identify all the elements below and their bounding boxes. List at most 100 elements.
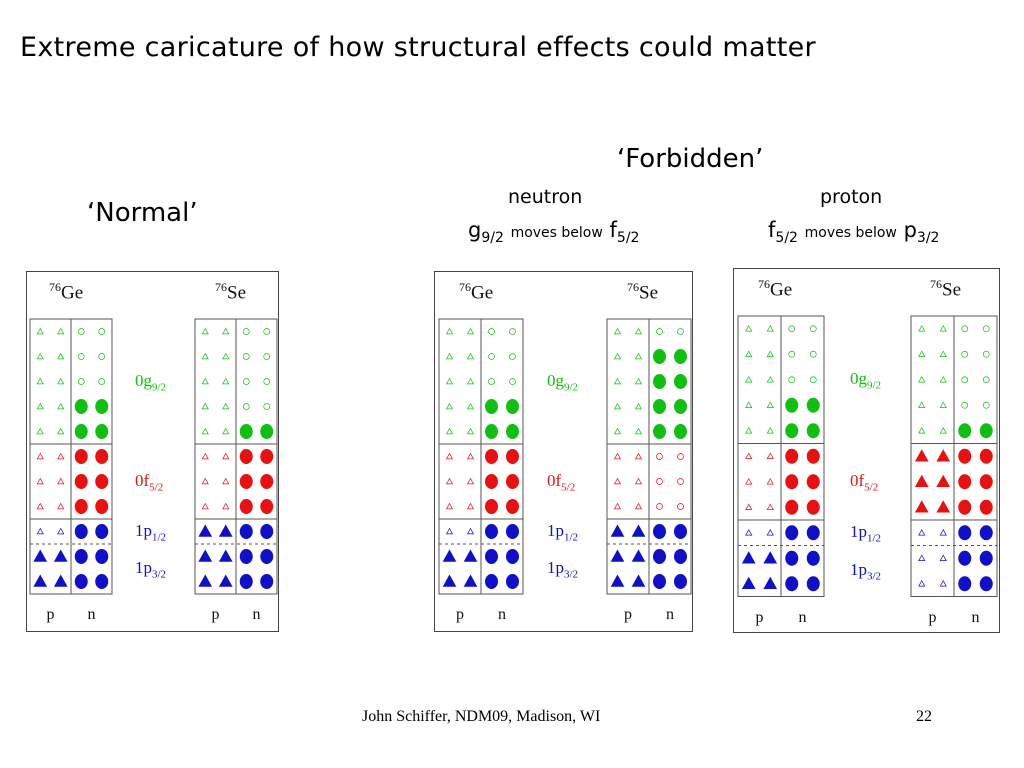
ge-proton-empty (36, 352, 44, 360)
ge-proton-empty (445, 402, 454, 410)
forbidden-label: ‘Forbidden’ (617, 144, 764, 174)
se-neutron-filled (239, 499, 253, 514)
se-neutron-empty (677, 478, 684, 485)
ge-neutron-filled (485, 524, 498, 539)
se-neutron-filled (653, 424, 666, 439)
ge-proton-empty (466, 527, 475, 535)
se-proton-empty (222, 352, 230, 360)
ge-neutron-filled (806, 525, 820, 541)
neutron-column-label: n (87, 606, 96, 623)
ge-proton-empty (766, 427, 774, 434)
shell-label: 0g9/2 (547, 370, 579, 393)
level-diagram (438, 318, 692, 595)
ge-neutron-empty (509, 328, 516, 335)
panel-forbidden-proton: 76Ge 76Se 0g9/2 0f5/2 1p1/2 1p3/2 p n p n (733, 268, 1000, 633)
shell-label: 1p1/2 (547, 520, 579, 543)
ge-neutron-empty (488, 378, 495, 385)
ge-neutron-filled (785, 499, 799, 515)
se-neutron-filled (653, 374, 666, 389)
se-neutron-filled (260, 499, 274, 514)
se-neutron-filled (653, 524, 666, 539)
neutron-column-label: n (666, 606, 674, 623)
se-neutron-filled (260, 449, 274, 464)
ge-proton-empty (36, 527, 44, 535)
ge-neutron-filled (506, 574, 519, 589)
ge-proton-empty (766, 478, 774, 485)
se-neutron-empty (961, 401, 969, 409)
se-neutron-filled (958, 448, 972, 464)
nucleus-ge-label: 76Ge (459, 280, 494, 304)
ge-neutron-filled (74, 449, 88, 464)
ge-neutron-filled (74, 549, 88, 564)
ge-proton-filled (33, 549, 48, 562)
ge-neutron-filled (785, 448, 799, 464)
se-neutron-empty (982, 325, 990, 333)
ge-neutron-empty (809, 376, 817, 384)
se-proton-empty (201, 452, 209, 460)
ge-proton-empty (766, 401, 774, 408)
ge-neutron-filled (506, 499, 519, 514)
ge-neutron-empty (509, 378, 516, 385)
ge-proton-empty (57, 427, 65, 435)
ge-proton-filled (53, 549, 68, 562)
se-neutron-filled (979, 576, 993, 592)
se-proton-filled (631, 524, 646, 537)
ge-neutron-filled (806, 499, 820, 515)
ge-neutron-filled (506, 474, 519, 489)
se-neutron-filled (653, 349, 666, 364)
ge-proton-filled (463, 574, 478, 587)
se-neutron-filled (979, 499, 993, 515)
ge-neutron-empty (98, 378, 106, 385)
se-proton-empty (939, 401, 947, 408)
se-neutron-empty (677, 453, 684, 460)
ge-proton-empty (36, 402, 44, 410)
shell-label: 0f5/2 (135, 470, 164, 493)
se-proton-empty (634, 402, 643, 410)
se-proton-empty (613, 377, 622, 385)
se-proton-filled (218, 524, 233, 537)
shell-label: 0g9/2 (850, 368, 882, 392)
se-neutron-filled (958, 550, 972, 566)
ge-proton-filled (53, 574, 68, 587)
se-proton-empty (222, 452, 230, 460)
se-proton-filled (936, 449, 951, 462)
se-proton-empty (634, 452, 643, 460)
se-neutron-empty (677, 328, 684, 335)
ge-neutron-empty (788, 350, 796, 358)
ge-proton-empty (766, 529, 774, 536)
se-neutron-empty (656, 478, 663, 485)
se-proton-empty (918, 580, 926, 587)
proton-column-label: p (456, 606, 464, 623)
se-proton-empty (634, 427, 643, 435)
proton-note: f5/2 moves below p3/2 (768, 218, 940, 247)
se-neutron-filled (653, 574, 666, 589)
se-neutron-filled (979, 474, 993, 490)
ge-neutron-filled (485, 549, 498, 564)
se-proton-empty (613, 327, 622, 335)
se-neutron-filled (239, 449, 253, 464)
se-neutron-empty (263, 403, 271, 410)
ge-proton-empty (57, 402, 65, 410)
ge-neutron-filled (785, 525, 799, 541)
se-proton-empty (939, 350, 947, 358)
ge-neutron-filled (806, 397, 820, 413)
se-neutron-filled (674, 574, 687, 589)
ge-neutron-filled (95, 524, 109, 539)
se-proton-empty (613, 427, 622, 435)
ge-proton-empty (745, 376, 753, 383)
se-neutron-filled (979, 525, 993, 541)
ge-proton-empty (466, 377, 475, 385)
se-neutron-empty (656, 453, 663, 460)
se-neutron-empty (263, 353, 271, 360)
ge-neutron-filled (74, 524, 88, 539)
se-proton-empty (939, 529, 947, 536)
se-neutron-filled (260, 549, 274, 564)
se-neutron-empty (982, 350, 990, 358)
se-proton-empty (613, 477, 622, 485)
ge-proton-empty (745, 503, 753, 510)
nucleus-se-label: 76Se (930, 277, 961, 301)
se-proton-empty (201, 502, 209, 510)
se-proton-empty (201, 327, 209, 335)
se-proton-filled (936, 474, 951, 488)
ge-neutron-filled (506, 399, 519, 414)
